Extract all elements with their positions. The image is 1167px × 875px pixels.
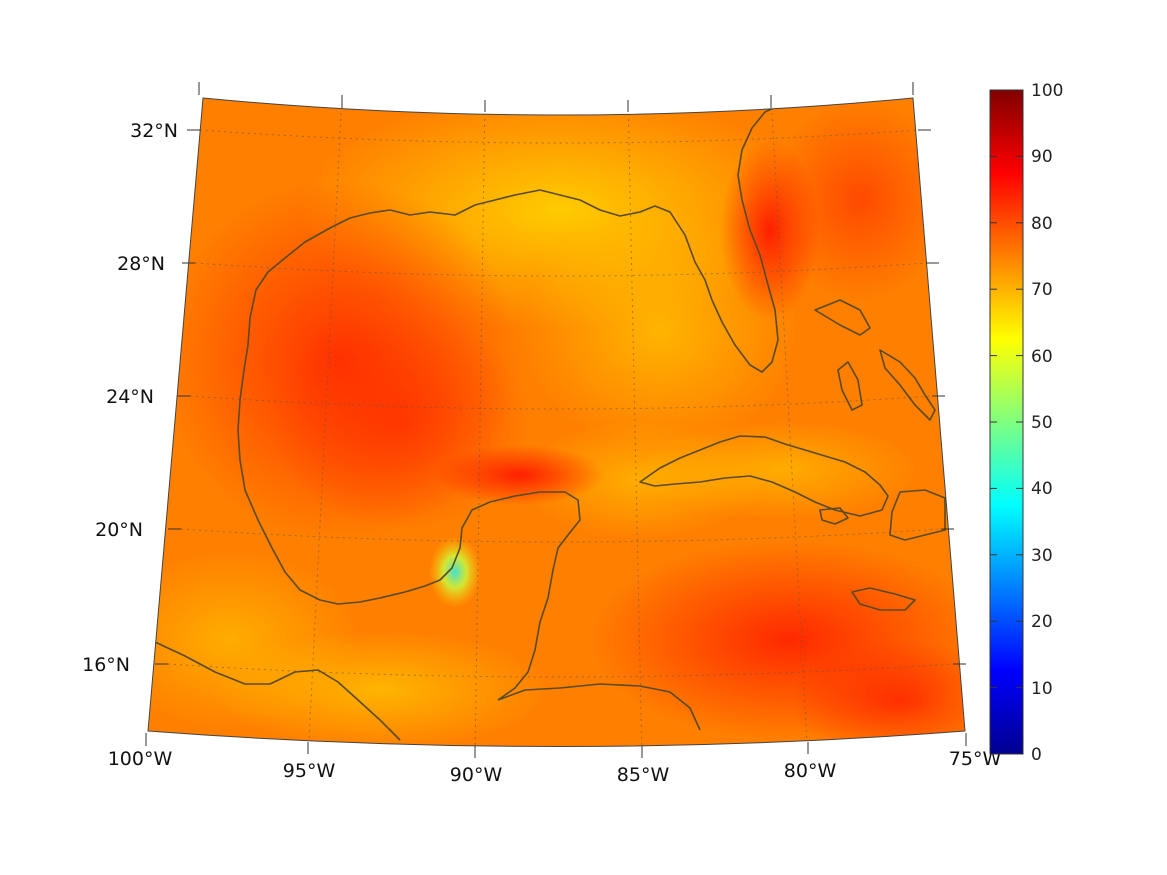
colorbar-label-100: 100 <box>1031 81 1063 101</box>
lon-label-90w: 90°W <box>450 764 503 786</box>
pacific-coast <box>154 641 401 741</box>
colorbar-label-80: 80 <box>1031 214 1053 234</box>
data-field <box>148 98 965 747</box>
colorbar-label-40: 40 <box>1031 479 1053 499</box>
lat-ticks <box>155 129 966 665</box>
lon-ticks <box>145 82 967 758</box>
cuba <box>639 435 889 517</box>
gulf-coast-west <box>237 204 476 605</box>
lat-label-20n: 20°N <box>95 519 143 541</box>
hispaniola <box>889 489 946 541</box>
map-frame <box>147 97 966 747</box>
bahamas-banks <box>814 299 871 336</box>
yucatan-coast <box>439 491 581 701</box>
lon-label-100w: 100°W <box>108 748 173 770</box>
colorbar-label-0: 0 <box>1031 745 1042 765</box>
lat-label-24n: 24°N <box>106 386 154 408</box>
colorbar-label-60: 60 <box>1031 347 1053 367</box>
colorbar-label-90: 90 <box>1031 147 1053 167</box>
honduras-coast <box>497 683 701 731</box>
lon-label-95w: 95°W <box>283 760 336 782</box>
lat-label-16n: 16°N <box>82 654 130 676</box>
lat-labels: 16°N 20°N 24°N 28°N 32°N <box>82 120 178 676</box>
colorbar-label-50: 50 <box>1031 413 1053 433</box>
coastlines <box>154 105 946 741</box>
colorbar-ticks <box>990 89 1023 755</box>
colorbar-label-30: 30 <box>1031 546 1053 566</box>
bahamas-andros <box>837 361 863 411</box>
bahamas-east <box>879 349 936 421</box>
lon-label-75w: 75°W <box>949 748 1002 770</box>
graticule <box>167 98 954 747</box>
isla-pinos <box>819 507 849 525</box>
colorbar: 0 10 20 30 40 50 60 70 80 90 100 <box>989 81 1063 765</box>
gulf-coast-north <box>474 105 779 373</box>
jamaica <box>851 587 916 611</box>
colorbar-label-70: 70 <box>1031 280 1053 300</box>
lon-label-85w: 85°W <box>617 764 670 786</box>
lat-label-28n: 28°N <box>117 253 165 275</box>
colorbar-label-10: 10 <box>1031 679 1053 699</box>
lon-label-80w: 80°W <box>784 760 837 782</box>
lon-labels: 100°W 95°W 90°W 85°W 80°W 75°W <box>108 748 1002 786</box>
colorbar-label-20: 20 <box>1031 612 1053 632</box>
lat-label-32n: 32°N <box>130 120 178 142</box>
